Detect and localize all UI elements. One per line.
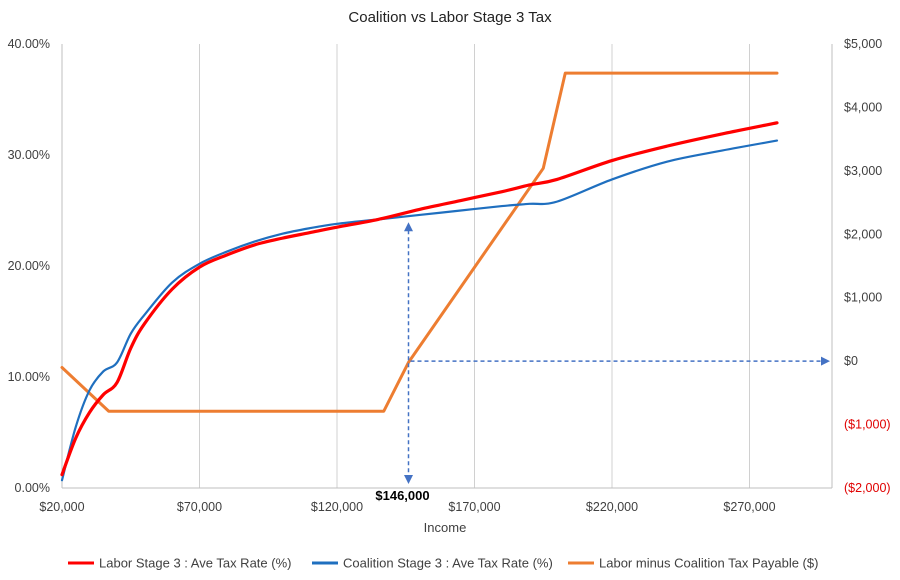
x-axis-label: Income bbox=[424, 520, 467, 535]
legend: Labor Stage 3 : Ave Tax Rate (%) Coalitio… bbox=[68, 556, 818, 571]
x-tick-label: $120,000 bbox=[311, 500, 363, 514]
chart-title: Coalition vs Labor Stage 3 Tax bbox=[348, 9, 552, 26]
legend-label: Coalition Stage 3 : Ave Tax Rate (%) bbox=[343, 556, 553, 571]
series-line-labor-rate bbox=[60, 121, 779, 477]
y-left-tick-label: 30.00% bbox=[8, 148, 50, 162]
y-right-tick-label: $0 bbox=[844, 354, 858, 368]
legend-label: Labor minus Coalition Tax Payable ($) bbox=[599, 556, 818, 571]
legend-label: Labor Stage 3 : Ave Tax Rate (%) bbox=[99, 556, 291, 571]
annotation-arrow-right bbox=[821, 356, 830, 366]
y-left-tick-label: 0.00% bbox=[15, 481, 50, 495]
y-left-tick-label: 20.00% bbox=[8, 259, 50, 273]
series-layer bbox=[60, 71, 779, 482]
x-tick-label: $20,000 bbox=[39, 500, 84, 514]
annotation-arrow-down bbox=[404, 475, 413, 484]
y-right-tick-label: ($1,000) bbox=[844, 418, 891, 432]
y-right-tick-label: $2,000 bbox=[844, 227, 882, 241]
annotation-label: $146,000 bbox=[375, 488, 429, 503]
x-tick-label: $170,000 bbox=[448, 500, 500, 514]
x-tick-label: $270,000 bbox=[723, 500, 775, 514]
y-right-tick-label: $1,000 bbox=[844, 291, 882, 305]
y-left-tick-label: 10.00% bbox=[8, 370, 50, 384]
y-right-tick-label: $5,000 bbox=[844, 37, 882, 51]
annotation-layer: $146,000 bbox=[375, 222, 830, 503]
y-right-tick-label: $3,000 bbox=[844, 164, 882, 178]
series-line-coalition-rate bbox=[60, 139, 779, 482]
tick-labels: $20,000 $70,000 $120,000 $170,000 $220,000 $2… bbox=[8, 37, 891, 514]
y-left-tick-label: 40.00% bbox=[8, 37, 50, 51]
annotation-arrow-up bbox=[404, 222, 413, 232]
x-tick-label: $220,000 bbox=[586, 500, 638, 514]
series-line-tax-difference bbox=[60, 71, 779, 413]
y-right-tick-label: $4,000 bbox=[844, 100, 882, 114]
y-right-tick-label: ($2,000) bbox=[844, 481, 891, 495]
x-tick-label: $70,000 bbox=[177, 500, 222, 514]
axes-layer bbox=[61, 44, 833, 489]
